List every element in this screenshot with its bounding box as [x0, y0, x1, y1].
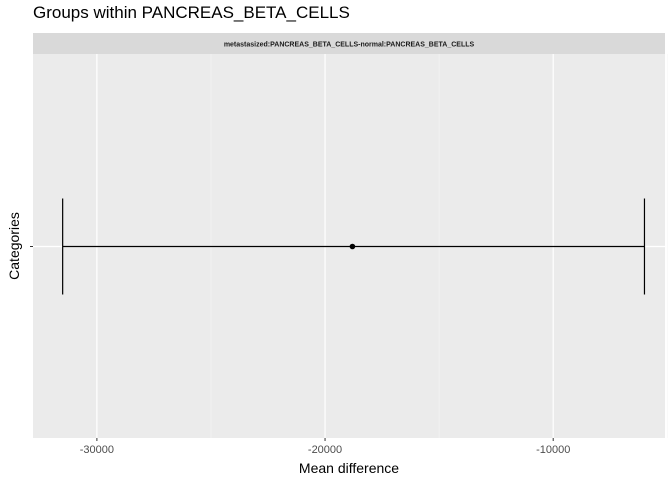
x-tick-label: -20000: [308, 444, 342, 456]
estimate-point: [349, 243, 356, 250]
x-axis: -30000 -20000 -10000: [30, 246, 570, 456]
y-axis-title: Categories: [6, 212, 22, 280]
chart-title: Groups within PANCREAS_BETA_CELLS: [33, 3, 350, 22]
x-tick-label: -10000: [536, 444, 570, 456]
facet-strip-label: metastasized:PANCREAS_BETA_CELLS-normal:…: [224, 42, 475, 49]
x-tick-label: -30000: [80, 444, 114, 456]
data-marks: [62, 198, 646, 295]
facet-strip: [33, 33, 665, 54]
x-axis-title: Mean difference: [299, 460, 399, 476]
